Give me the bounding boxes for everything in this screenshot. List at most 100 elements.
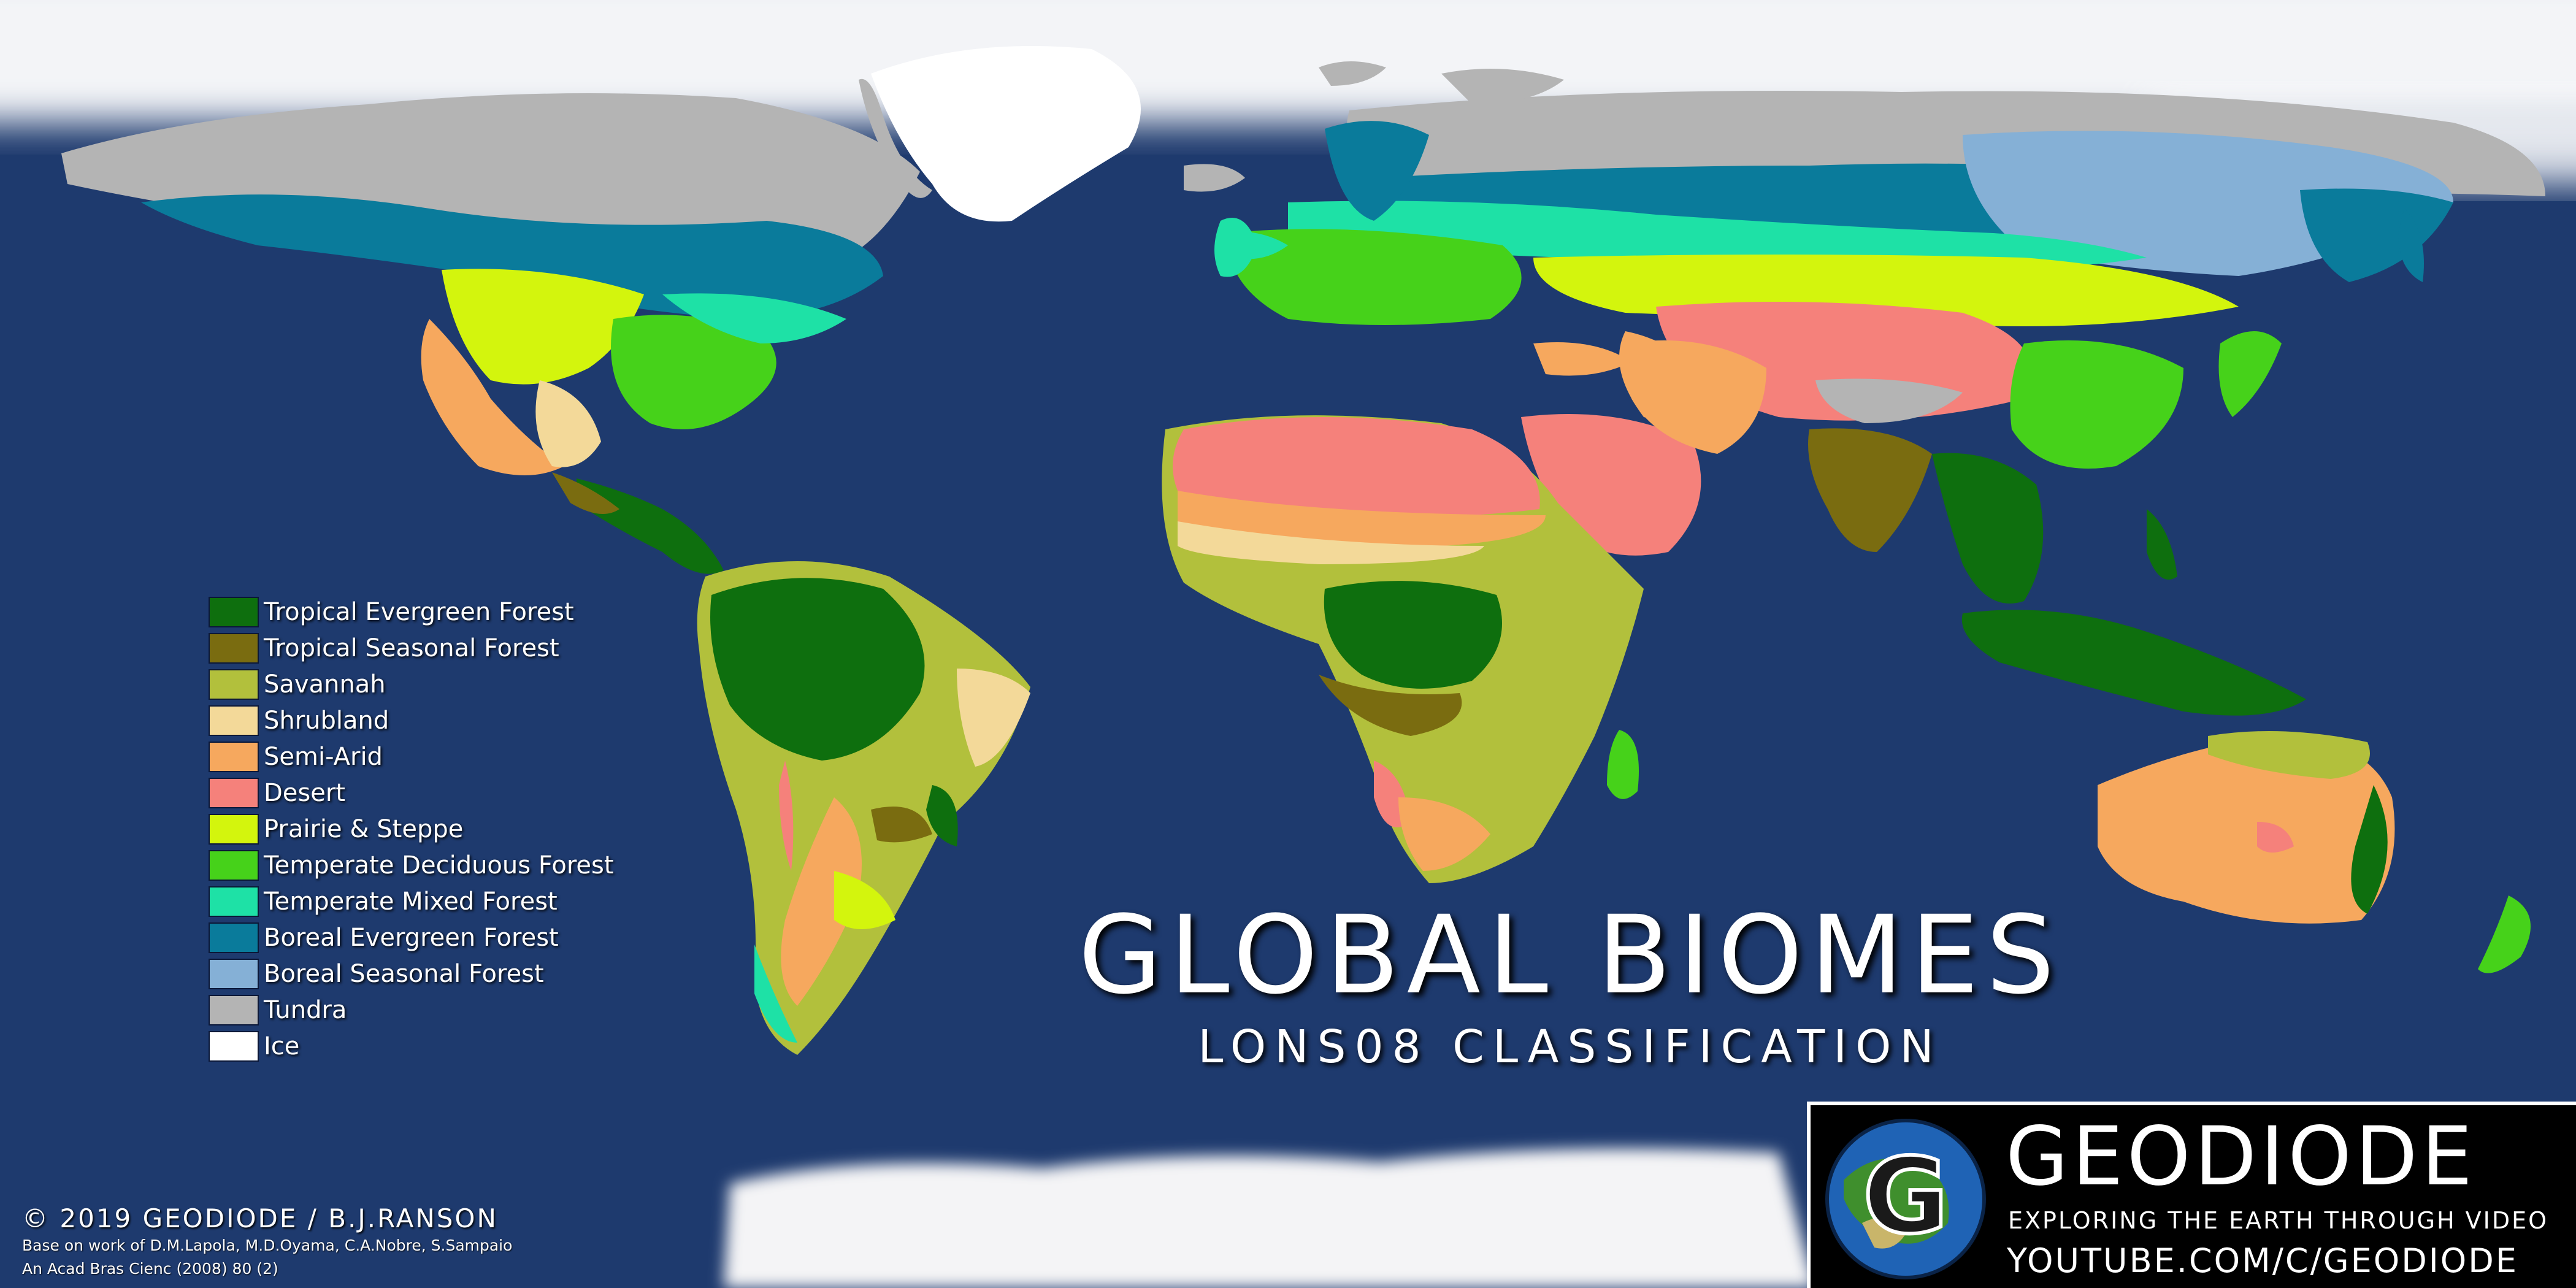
madagascar xyxy=(1607,730,1639,799)
legend-swatch xyxy=(209,596,259,627)
brand-url[interactable]: YOUTUBE.COM/C/GEODIODE xyxy=(2007,1241,2518,1280)
legend-label: Boreal Seasonal Forest xyxy=(264,959,544,988)
legend-swatch xyxy=(209,958,259,989)
legend-swatch xyxy=(209,632,259,664)
southern-semi-arid xyxy=(1398,797,1490,871)
africa xyxy=(1162,415,1644,883)
new-zealand xyxy=(2478,895,2531,973)
na-central-seasonal xyxy=(552,472,619,514)
sa-mixed-south xyxy=(754,945,797,1043)
greenland-ice xyxy=(871,46,1141,222)
legend-label: Shrubland xyxy=(264,706,389,735)
australia-savannah xyxy=(2208,731,2370,779)
geodiode-logo-icon: G xyxy=(1825,1119,1986,1279)
china-deciduous xyxy=(2010,340,2183,469)
north-america xyxy=(61,93,920,574)
legend-label: Savannah xyxy=(264,670,386,699)
iran-semi-arid xyxy=(1625,340,1766,454)
south-america xyxy=(697,561,1030,1055)
na-mixed xyxy=(662,293,846,343)
sahel-shrubland xyxy=(1178,521,1484,564)
legend-swatch xyxy=(209,669,259,700)
legend-label: Temperate Mixed Forest xyxy=(264,887,558,916)
sa-shrubland xyxy=(957,669,1030,767)
legend-swatch xyxy=(209,1030,259,1062)
europe-deciduous xyxy=(1227,229,1522,325)
australia-desert xyxy=(2257,822,2294,853)
legend-item: Tropical Seasonal Forest xyxy=(209,630,614,666)
uk-ireland xyxy=(1214,218,1257,277)
na-deciduous xyxy=(611,315,776,429)
sahel-semi-arid xyxy=(1178,491,1546,546)
congo-tropical xyxy=(1324,581,1502,689)
tibet-tundra xyxy=(1815,378,1963,423)
se-asia-tropical xyxy=(1932,453,2044,604)
legend: Tropical Evergreen Forest Tropical Seaso… xyxy=(209,594,614,1064)
arctic-islands xyxy=(1441,69,1564,104)
legend-swatch xyxy=(209,741,259,772)
source-citation: An Acad Bras Cienc (2008) 80 (2) xyxy=(22,1260,278,1278)
legend-swatch xyxy=(209,813,259,845)
legend-label: Semi-Arid xyxy=(264,742,383,771)
legend-label: Tropical Seasonal Forest xyxy=(264,634,559,662)
na-semi-arid xyxy=(421,319,564,475)
sa-semi-arid xyxy=(781,797,862,1006)
legend-swatch xyxy=(209,849,259,881)
turkey-semi-arid xyxy=(1533,342,1631,376)
source-credit: Base on work of D.M.Lapola, M.D.Oyama, C… xyxy=(22,1236,513,1254)
map-subtitle: LONS08 CLASSIFICATION xyxy=(1198,1021,1942,1073)
legend-item: Temperate Deciduous Forest xyxy=(209,847,614,883)
legend-swatch xyxy=(209,705,259,736)
sa-tropical-evergreen xyxy=(710,578,925,761)
australia-semi-arid xyxy=(2098,736,2395,924)
indonesia xyxy=(1961,610,2306,716)
legend-item: Tropical Evergreen Forest xyxy=(209,594,614,630)
legend-label: Boreal Evergreen Forest xyxy=(264,923,559,952)
sa-atlantic-forest xyxy=(926,785,958,846)
philippines xyxy=(2147,509,2177,580)
legend-item: Tundra xyxy=(209,992,614,1028)
sa-desert-west xyxy=(779,761,794,871)
na-shrubland xyxy=(535,380,601,467)
india-seasonal xyxy=(1808,428,1932,552)
sa-seasonal xyxy=(871,807,932,843)
legend-item: Semi-Arid xyxy=(209,738,614,775)
legend-item: Shrubland xyxy=(209,702,614,738)
copyright-notice: © 2019 GEODIODE / B.J.RANSON xyxy=(22,1203,498,1233)
na-boreal-evergreen xyxy=(141,194,883,319)
legend-label: Prairie & Steppe xyxy=(264,815,464,843)
legend-label: Desert xyxy=(264,778,345,807)
eurasia-boreal-east xyxy=(2300,188,2453,282)
legend-item: Savannah xyxy=(209,666,614,702)
legend-swatch xyxy=(209,994,259,1025)
brand-name: GEODIODE xyxy=(2006,1110,2477,1204)
brand-box: G GEODIODE EXPLORING THE EARTH THROUGH V… xyxy=(1807,1102,2576,1288)
legend-label: Tundra xyxy=(264,995,347,1024)
legend-label: Tropical Evergreen Forest xyxy=(264,597,574,626)
legend-item: Ice xyxy=(209,1028,614,1064)
antarctica xyxy=(724,1148,1815,1288)
legend-item: Boreal Seasonal Forest xyxy=(209,956,614,992)
na-prairie xyxy=(442,269,644,385)
sahara-desert xyxy=(1173,417,1540,518)
legend-item: Desert xyxy=(209,775,614,811)
legend-swatch xyxy=(209,922,259,953)
brand-tagline: EXPLORING THE EARTH THROUGH VIDEO xyxy=(2008,1207,2549,1234)
scandinavia xyxy=(1325,121,1429,221)
africa-seasonal xyxy=(1319,675,1462,736)
kamchatka xyxy=(2398,209,2424,282)
legend-label: Ice xyxy=(264,1032,300,1060)
legend-item: Prairie & Steppe xyxy=(209,811,614,847)
sa-prairie xyxy=(834,871,895,929)
legend-swatch xyxy=(209,777,259,808)
legend-item: Boreal Evergreen Forest xyxy=(209,919,614,956)
legend-item: Temperate Mixed Forest xyxy=(209,883,614,919)
map-title: GLOBAL BIOMES xyxy=(1078,892,2062,1018)
svalbard xyxy=(1319,61,1386,86)
brand-logo-letter: G xyxy=(1863,1136,1949,1257)
iceland xyxy=(1184,164,1245,192)
australia-east-forest xyxy=(2351,785,2388,914)
australia xyxy=(2098,731,2531,973)
japan xyxy=(2218,331,2282,417)
